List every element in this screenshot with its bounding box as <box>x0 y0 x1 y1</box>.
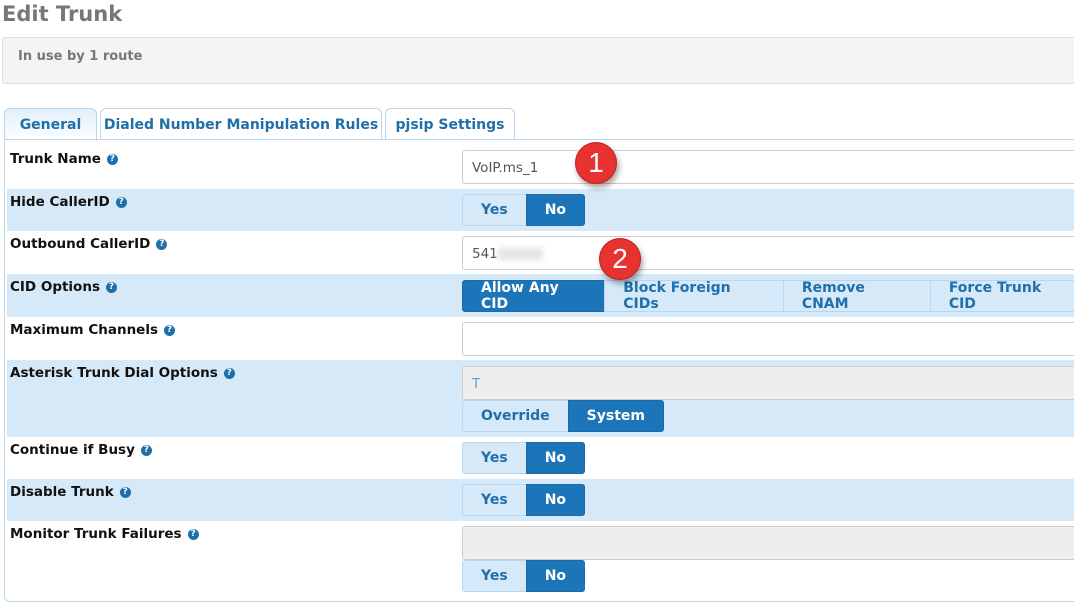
field-label: CID Options <box>10 279 100 295</box>
help-icon[interactable]: ? <box>115 196 127 208</box>
row-dial-options: Asterisk Trunk Dial Options? T Override … <box>7 360 1074 437</box>
override-button[interactable]: Override <box>462 400 569 432</box>
dial-options-toggle: Override System <box>462 400 664 432</box>
help-icon[interactable]: ? <box>106 153 118 165</box>
block-foreign-cids-button[interactable]: Block Foreign CIDs <box>604 280 784 312</box>
row-maximum-channels: Maximum Channels? <box>7 317 1074 360</box>
continue-if-busy-toggle: Yes No <box>462 442 586 474</box>
disable-trunk-yes-button[interactable]: Yes <box>462 484 527 516</box>
help-icon[interactable]: ? <box>187 528 199 540</box>
field-label: Outbound CallerID <box>10 236 151 252</box>
tab-label: pjsip Settings <box>395 116 505 133</box>
help-icon[interactable]: ? <box>164 324 175 336</box>
tab-label: Dialed Number Manipulation Rules <box>103 116 379 133</box>
field-label: Hide CallerID <box>10 194 110 210</box>
disable-trunk-no-button[interactable]: No <box>525 484 586 516</box>
field-label: Monitor Trunk Failures <box>10 526 182 542</box>
tab-label: General <box>19 117 82 133</box>
row-monitor-trunk-failures: Monitor Trunk Failures? Yes No <box>7 521 1074 599</box>
field-label: Disable Trunk <box>10 484 114 500</box>
disable-trunk-toggle: Yes No <box>462 484 586 516</box>
monitor-failures-no-button[interactable]: No <box>525 560 586 592</box>
help-icon[interactable]: ? <box>105 281 117 293</box>
maximum-channels-input[interactable] <box>462 322 1074 356</box>
monitor-failures-yes-button[interactable]: Yes <box>462 560 527 592</box>
remove-cnam-button[interactable]: Remove CNAM <box>782 280 931 312</box>
row-cid-options: CID Options? Allow Any CID Block Foreign… <box>7 274 1074 317</box>
annotation-badge-2: 2 <box>599 238 641 280</box>
trunk-name-input[interactable]: VoIP.ms_1 <box>462 150 1074 184</box>
row-outbound-callerid: Outbound CallerID? 541 <box>7 231 1074 274</box>
field-label: Continue if Busy <box>10 442 135 458</box>
tab-dialed-number-manipulation-rules[interactable]: Dialed Number Manipulation Rules <box>100 108 382 140</box>
row-continue-if-busy: Continue if Busy? Yes No <box>7 437 1074 479</box>
dial-options-input[interactable]: T <box>462 366 1074 400</box>
general-panel <box>4 139 1074 602</box>
field-label: Asterisk Trunk Dial Options <box>10 365 218 381</box>
field-label: Trunk Name <box>10 151 101 167</box>
page-title: Edit Trunk <box>2 2 123 26</box>
redacted-digits <box>497 248 543 260</box>
hide-callerid-toggle: Yes No <box>462 194 586 226</box>
hide-callerid-yes-button[interactable]: Yes <box>462 194 527 226</box>
help-icon[interactable]: ? <box>140 444 152 456</box>
outbound-callerid-input[interactable]: 541 <box>462 236 1074 270</box>
help-icon[interactable]: ? <box>156 238 168 250</box>
callerid-value: 541 <box>472 246 498 262</box>
help-icon[interactable]: ? <box>223 367 235 379</box>
field-label: Maximum Channels <box>10 322 158 338</box>
force-trunk-cid-button[interactable]: Force Trunk CID <box>929 280 1074 312</box>
annotation-badge-1: 1 <box>575 142 617 184</box>
usage-info-box: In use by 1 route <box>2 37 1074 84</box>
monitor-failures-input[interactable] <box>462 526 1074 560</box>
tab-pjsip-settings[interactable]: pjsip Settings <box>385 108 515 140</box>
row-disable-trunk: Disable Trunk? Yes No <box>7 479 1074 521</box>
hide-callerid-no-button[interactable]: No <box>525 194 586 226</box>
help-icon[interactable]: ? <box>119 486 131 498</box>
cid-options-group: Allow Any CID Block Foreign CIDs Remove … <box>462 280 1074 312</box>
continue-busy-no-button[interactable]: No <box>525 442 586 474</box>
system-button[interactable]: System <box>567 400 664 432</box>
monitor-failures-toggle: Yes No <box>462 560 586 592</box>
row-hide-callerid: Hide CallerID? Yes No <box>7 189 1074 231</box>
allow-any-cid-button[interactable]: Allow Any CID <box>462 280 606 312</box>
tab-general[interactable]: General <box>4 108 97 141</box>
continue-busy-yes-button[interactable]: Yes <box>462 442 527 474</box>
usage-text: In use by 1 route <box>18 49 143 64</box>
row-trunk-name: Trunk Name? VoIP.ms_1 <box>7 146 1074 189</box>
